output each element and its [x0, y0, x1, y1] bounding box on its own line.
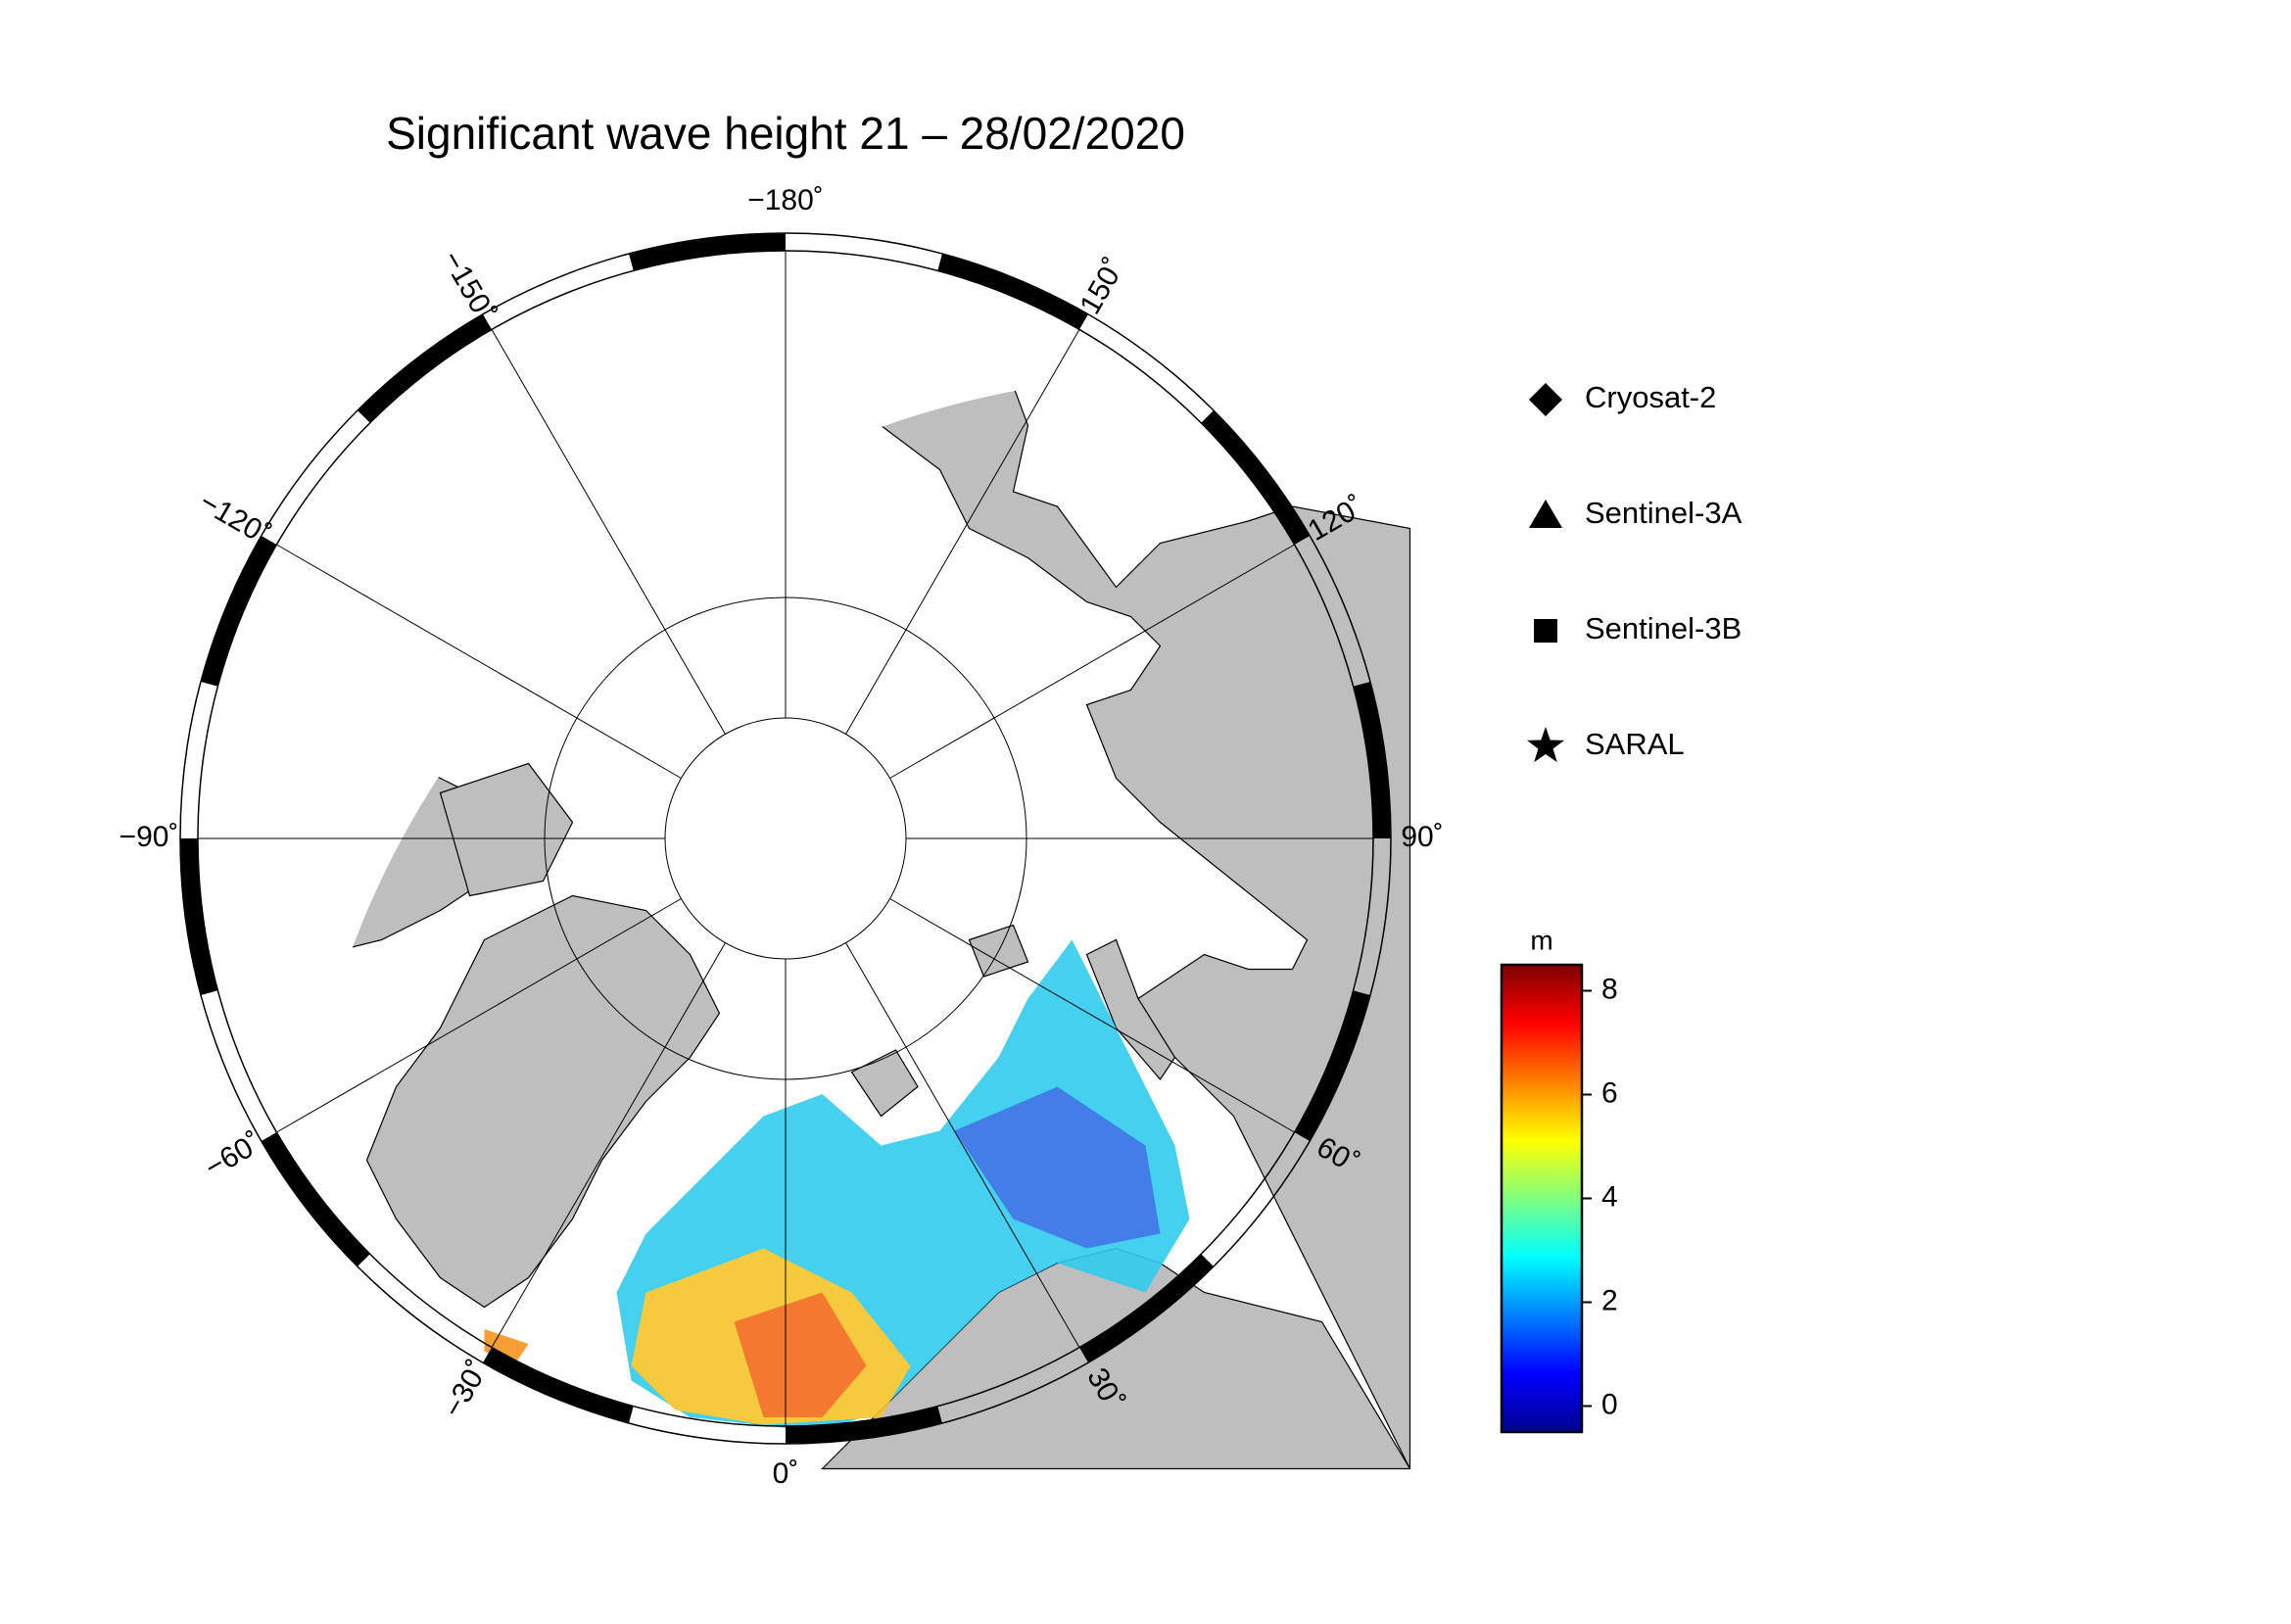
colorbar-tick-label: 4	[1601, 1180, 1618, 1213]
legend: Cryosat-2 Sentinel-3A Sentinel-3B SARAL	[1526, 380, 1742, 763]
map-frame	[179, 232, 1392, 1445]
meridian	[491, 942, 726, 1348]
legend-label: Sentinel-3A	[1585, 496, 1742, 530]
colorbar-unit: m	[1530, 925, 1552, 955]
title: Significant wave height 21 – 28/02/2020	[386, 108, 1185, 159]
meridian-label: −120˚	[194, 486, 276, 551]
frame-outer	[179, 232, 1392, 1445]
legend-label: SARAL	[1585, 727, 1685, 761]
legend-marker	[1529, 500, 1562, 528]
frame-segment	[629, 233, 787, 270]
meridian-label: −150˚	[436, 245, 501, 327]
meridian	[491, 329, 726, 735]
colorbar-scale	[1500, 963, 1584, 1434]
meridian	[845, 942, 1080, 1348]
meridian	[276, 544, 682, 779]
map: −180˚−150˚−120˚−90˚−60˚−30˚0˚30˚60˚90˚12…	[119, 184, 1444, 1490]
frame-segment	[1079, 1254, 1214, 1362]
meridian	[845, 329, 1080, 735]
frame-segment	[483, 1348, 634, 1423]
frame-segment	[180, 837, 217, 995]
meridian-label: 150˚	[1074, 253, 1131, 320]
meridian	[889, 544, 1295, 779]
meridian-label: −180˚	[747, 184, 824, 216]
meridian-label: 0˚	[773, 1457, 799, 1490]
legend-marker	[1534, 619, 1557, 643]
frame-segment	[1354, 682, 1391, 839]
colorbar-tick-label: 0	[1601, 1388, 1618, 1420]
frame-segment	[937, 254, 1088, 329]
colorbar-tick-label: 2	[1601, 1284, 1618, 1316]
frame-segment	[358, 314, 492, 423]
frame-segment	[262, 1132, 370, 1266]
meridian-label: −90˚	[119, 821, 179, 853]
graticule	[197, 250, 1374, 1427]
frame-segment	[785, 1407, 942, 1444]
legend-label: Cryosat-2	[1585, 380, 1716, 414]
meridian-label: 90˚	[1401, 821, 1443, 853]
frame-segment	[201, 536, 276, 687]
legend-label: Sentinel-3B	[1585, 611, 1742, 645]
legend-marker	[1526, 727, 1565, 763]
colorbar-tick-label: 6	[1601, 1076, 1618, 1109]
colorbar: m 0 2 4 6 8	[1500, 925, 1618, 1434]
frame-segment	[1201, 410, 1310, 545]
frame-segment	[1295, 990, 1370, 1141]
meridian	[276, 898, 682, 1133]
altimeter-tracks	[484, 939, 1190, 1432]
colorbar-tick-label: 8	[1601, 973, 1618, 1005]
legend-marker	[1529, 383, 1562, 416]
meridian	[889, 898, 1295, 1133]
